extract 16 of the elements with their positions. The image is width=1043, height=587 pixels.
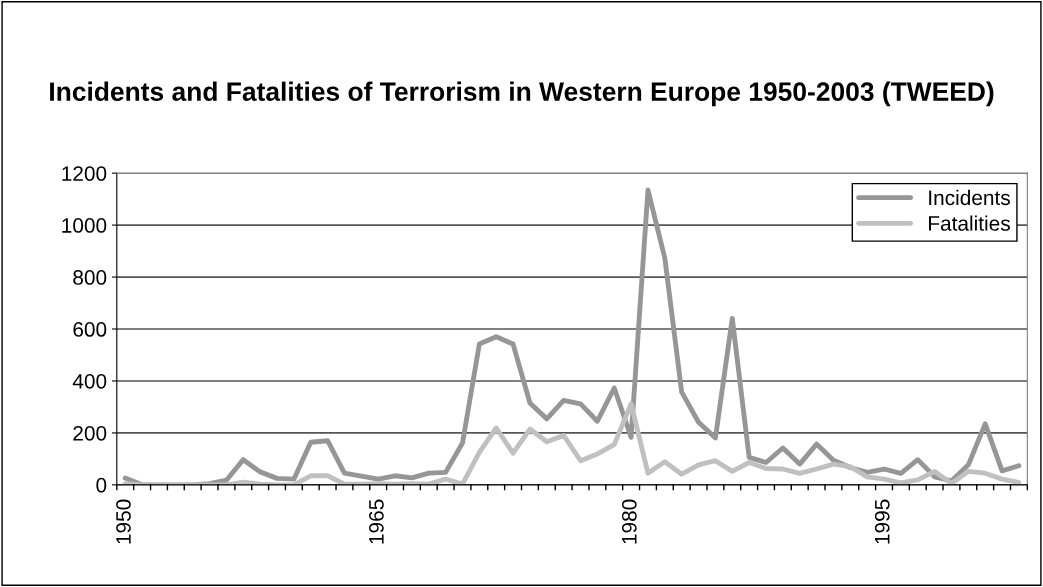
y-tick-label: 200 xyxy=(73,425,107,441)
legend-label: Incidents xyxy=(929,189,1010,206)
x-tick-label: 1950 xyxy=(116,499,131,544)
y-tick-label: 800 xyxy=(73,270,107,285)
chart-title: Incidents and Fatalities of Terrorism in Western Europe 1950-2003 (TWEED) xyxy=(50,81,994,107)
y-tick-label: 600 xyxy=(73,322,107,337)
y-tick-label: 1200 xyxy=(62,166,107,181)
y-tick-label: 1000 xyxy=(62,218,107,233)
x-tick-label: 1965 xyxy=(369,499,384,544)
line-series xyxy=(122,401,1022,485)
x-tick-label: 1995 xyxy=(874,499,890,544)
legend-label: Fatalities xyxy=(929,215,1010,231)
line-series xyxy=(122,187,1022,485)
y-tick-label: 0 xyxy=(96,477,107,493)
y-tick-label: 400 xyxy=(72,373,107,389)
x-tick-label: 1980 xyxy=(621,499,637,544)
